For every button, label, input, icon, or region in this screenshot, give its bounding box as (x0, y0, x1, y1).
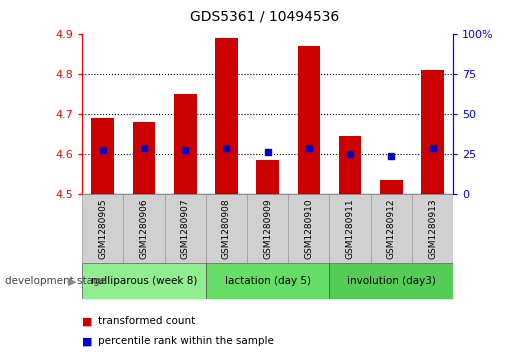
Bar (82, 263, 206, 299)
Text: development stage: development stage (5, 276, 107, 286)
Text: transformed count: transformed count (98, 316, 195, 326)
Text: percentile rank within the sample: percentile rank within the sample (98, 336, 274, 346)
Bar (257, 160, 279, 194)
Bar (82, 194, 123, 263)
Bar (339, 136, 361, 194)
Text: GSM1280911: GSM1280911 (346, 198, 355, 259)
Text: GSM1280912: GSM1280912 (387, 199, 396, 259)
Text: GSM1280909: GSM1280909 (263, 198, 272, 259)
Text: lactation (day 5): lactation (day 5) (225, 276, 311, 286)
Bar (123, 194, 165, 263)
Bar (165, 194, 206, 263)
Bar (206, 194, 247, 263)
Text: GDS5361 / 10494536: GDS5361 / 10494536 (190, 9, 340, 23)
Bar (380, 180, 403, 194)
Text: ■: ■ (82, 336, 93, 346)
Text: GSM1280908: GSM1280908 (222, 198, 231, 259)
Bar (421, 70, 444, 194)
Bar (330, 194, 370, 263)
Text: involution (day3): involution (day3) (347, 276, 436, 286)
Bar (206, 263, 330, 299)
Text: GSM1280905: GSM1280905 (98, 198, 107, 259)
Text: GSM1280907: GSM1280907 (181, 198, 190, 259)
Bar (412, 194, 453, 263)
Bar (215, 38, 238, 194)
Bar (132, 122, 155, 194)
Bar (370, 194, 412, 263)
Bar (330, 263, 453, 299)
Bar (297, 46, 320, 194)
Bar (92, 118, 114, 194)
Bar (174, 94, 197, 194)
Text: GSM1280906: GSM1280906 (139, 198, 148, 259)
Text: GSM1280910: GSM1280910 (304, 198, 313, 259)
Text: ▶: ▶ (68, 276, 77, 286)
Text: ■: ■ (82, 316, 93, 326)
Bar (288, 194, 330, 263)
Bar (247, 194, 288, 263)
Text: GSM1280913: GSM1280913 (428, 198, 437, 259)
Text: nulliparous (week 8): nulliparous (week 8) (91, 276, 197, 286)
